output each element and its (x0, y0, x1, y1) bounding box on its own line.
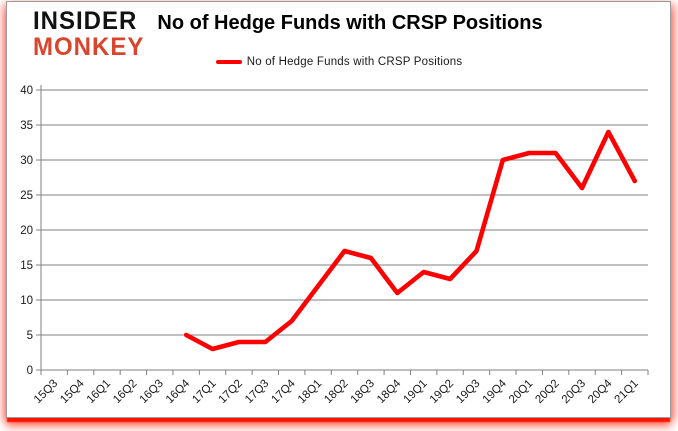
x-axis-label: 19Q3 (454, 378, 482, 406)
x-axis-label: 18Q1 (296, 378, 324, 406)
y-axis-label: 40 (20, 85, 33, 97)
legend-line-swatch-icon (215, 60, 242, 64)
x-axis-label: 16Q4 (164, 377, 193, 406)
y-axis-label: 0 (27, 365, 33, 377)
x-axis-label: 20Q4 (586, 377, 615, 406)
x-axis-label: 16Q2 (111, 378, 139, 406)
x-axis-label: 20Q2 (533, 378, 561, 406)
x-axis-label: 15Q3 (32, 378, 60, 406)
series-line-hedge-funds (183, 129, 638, 352)
y-axis-label: 35 (20, 120, 33, 132)
x-axis-label: 18Q3 (349, 378, 377, 406)
x-axis-label: 16Q3 (137, 378, 165, 406)
x-axis-label: 17Q4 (269, 377, 298, 406)
card-frame (6, 1, 671, 418)
x-axis-label: 19Q1 (401, 378, 429, 406)
legend-label: No of Hedge Funds with CRSP Positions (246, 56, 463, 68)
x-axis-label: 16Q1 (85, 378, 113, 406)
x-axis-label: 19Q4 (481, 377, 510, 406)
x-axis-label: 17Q3 (243, 378, 271, 406)
x-axis-label: 15Q4 (58, 377, 87, 406)
legend: No of Hedge Funds with CRSP Positions (0, 56, 678, 68)
x-axis-label: 17Q2 (217, 378, 245, 406)
x-axis-label: 17Q1 (190, 378, 218, 406)
x-axis-label: 20Q3 (560, 378, 588, 406)
x-axis-label: 19Q2 (428, 378, 456, 406)
chart-title: No of Hedge Funds with CRSP Positions (157, 12, 543, 34)
x-axis-label: 21Q1 (613, 378, 641, 406)
x-axis-label: 18Q2 (322, 378, 350, 406)
y-axis-label: 10 (20, 295, 33, 307)
x-axis-label: 20Q1 (507, 378, 535, 406)
insider-monkey-logo: INSIDER MONKEY (33, 6, 145, 62)
y-axis-label: 15 (20, 260, 33, 272)
logo-line-insider: INSIDER (33, 6, 138, 36)
x-axis-label: 18Q4 (375, 377, 404, 406)
logo-line-monkey: MONKEY (33, 32, 145, 62)
y-axis-label: 20 (20, 225, 33, 237)
y-axis-label: 25 (20, 190, 33, 202)
y-axis-label: 5 (27, 330, 33, 342)
y-axis-label: 30 (20, 155, 33, 167)
